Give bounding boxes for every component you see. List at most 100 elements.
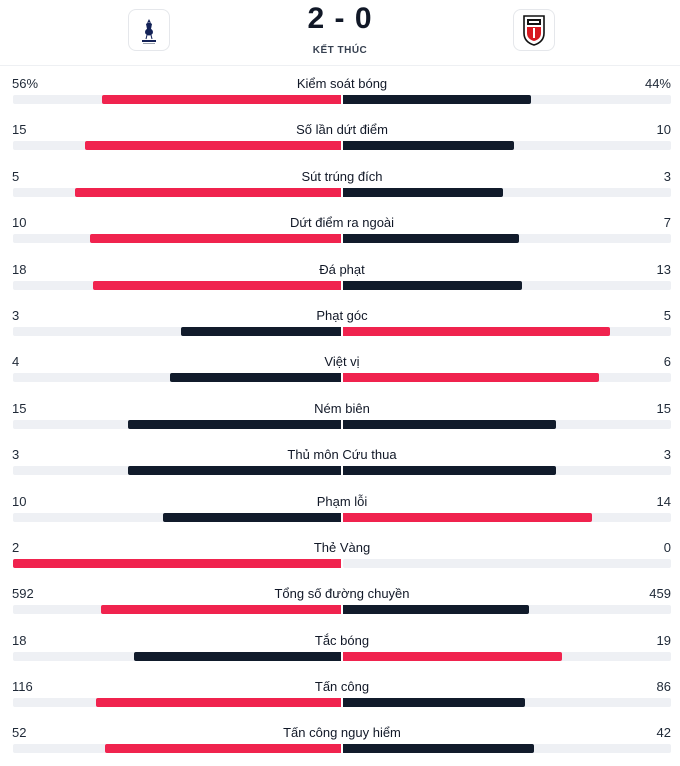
away-stat-track	[343, 419, 671, 429]
away-stat-value: 5	[663, 307, 671, 323]
home-stat-bar	[13, 558, 341, 568]
away-stat-bar	[343, 326, 610, 336]
away-stat-track	[343, 326, 671, 336]
away-stat-track	[343, 95, 671, 104]
stat-label: Đá phạt	[319, 261, 365, 277]
away-stat-track	[343, 373, 671, 383]
away-stat-bar	[343, 512, 592, 522]
away-stat-value: 459	[649, 586, 671, 602]
home-stat-bar	[85, 141, 341, 151]
stat-row-shots: 15 Số lần dứt điểm 10	[0, 116, 680, 162]
home-stat-value: 2	[12, 539, 20, 555]
away-stat-track	[343, 280, 671, 290]
away-stat-value: 13	[656, 261, 671, 277]
away-stat-bar	[343, 698, 525, 708]
away-stat-bar	[343, 141, 514, 151]
home-stat-bar	[90, 234, 341, 244]
away-stat-track	[343, 234, 671, 244]
home-stat-track	[13, 558, 341, 568]
home-stat-value: 5	[12, 168, 20, 184]
away-stat-track	[343, 558, 671, 568]
stat-label: Kiểm soát bóng	[296, 76, 388, 91]
home-stat-value: 3	[12, 447, 20, 463]
home-stat-bar	[181, 326, 341, 336]
header-divider	[0, 65, 680, 66]
home-stat-bar	[127, 419, 341, 429]
away-stat-value: 19	[656, 632, 671, 648]
stat-row-corners: 3 Phạt góc 5	[0, 302, 680, 348]
home-stat-bar	[100, 605, 341, 615]
home-stat-value: 10	[12, 215, 27, 231]
away-team-crest[interactable]	[513, 9, 555, 51]
away-stat-track	[343, 651, 671, 661]
away-stat-value: 10	[656, 122, 671, 138]
home-stat-value: 18	[12, 261, 27, 277]
away-stat-track	[343, 141, 671, 151]
home-stat-bar	[105, 744, 341, 754]
stat-row-total-passes: 592 Tổng số đường chuyền 459	[0, 580, 680, 626]
home-stat-value: 10	[12, 493, 27, 509]
away-stat-bar	[343, 651, 562, 661]
stat-label: Sút trúng đích	[301, 168, 383, 184]
stat-row-attacks: 116 Tấn công 86	[0, 673, 680, 719]
home-stat-track	[13, 651, 341, 661]
stat-row-offsides: 4 Việt vị 6	[0, 348, 680, 394]
away-stat-value: 7	[663, 215, 671, 231]
home-stat-track	[13, 326, 341, 336]
away-stat-bar	[343, 466, 557, 476]
cockerel-crest-icon	[142, 19, 156, 44]
stat-row-fouls: 10 Phạm lỗi 14	[0, 488, 680, 534]
home-stat-bar	[102, 95, 341, 104]
stat-label: Dứt điểm ra ngoài	[289, 215, 395, 231]
away-stat-value: 15	[656, 400, 671, 416]
away-stat-value: 6	[663, 354, 671, 370]
stats-list: 56% Kiểm soát bóng 44% 15 Số lần dứt điể…	[0, 70, 680, 766]
stat-row-possession: 56% Kiểm soát bóng 44%	[0, 70, 680, 116]
home-stat-value: 4	[12, 354, 20, 370]
stat-label: Phạm lỗi	[316, 493, 368, 509]
home-stat-track	[13, 141, 341, 151]
stat-row-shots-off-target: 10 Dứt điểm ra ngoài 7	[0, 209, 680, 255]
home-stat-track	[13, 466, 341, 476]
stat-label: Tắc bóng	[314, 632, 370, 648]
away-stat-bar	[343, 605, 530, 615]
stat-label: Phạt góc	[316, 307, 368, 323]
away-stat-bar	[343, 744, 534, 754]
home-stat-track	[13, 234, 341, 244]
stat-row-tackles: 18 Tắc bóng 19	[0, 627, 680, 673]
home-stat-track	[13, 512, 341, 522]
match-status: KẾT THÚC	[312, 45, 368, 56]
home-team-crest[interactable]	[128, 9, 170, 51]
home-stat-track	[13, 744, 341, 754]
home-stat-value: 52	[12, 725, 27, 741]
stat-label: Ném biên	[314, 400, 370, 416]
home-stat-value: 592	[12, 586, 34, 602]
away-stat-track	[343, 605, 671, 615]
match-score: 2 - 0	[307, 2, 373, 35]
away-stat-track	[343, 187, 671, 197]
fulham-crest-icon	[523, 15, 545, 46]
home-stat-value: 15	[12, 122, 27, 138]
home-stat-bar	[170, 373, 341, 383]
home-stat-bar	[133, 651, 341, 661]
home-stat-bar	[163, 512, 341, 522]
home-stat-bar	[93, 280, 341, 290]
away-stat-value: 3	[663, 168, 671, 184]
away-stat-value: 3	[663, 447, 671, 463]
away-stat-value: 14	[656, 493, 671, 509]
match-header: 2 - 0 KẾT THÚC	[0, 0, 680, 66]
away-stat-bar	[343, 419, 557, 429]
stat-label: Thẻ Vàng	[313, 539, 371, 555]
stat-row-free-kicks: 18 Đá phạt 13	[0, 256, 680, 302]
stat-row-throw-ins: 15 Ném biên 15	[0, 395, 680, 441]
stat-row-dangerous-attacks: 52 Tấn công nguy hiểm 42	[0, 719, 680, 765]
home-stat-track	[13, 698, 341, 708]
home-stat-value: 18	[12, 632, 27, 648]
away-stat-bar	[343, 95, 531, 104]
home-stat-track	[13, 280, 341, 290]
away-stat-value: 0	[663, 539, 671, 555]
away-stat-value: 42	[656, 725, 671, 741]
away-stat-track	[343, 744, 671, 754]
stat-label: Việt vị	[324, 354, 360, 370]
away-stat-bar	[343, 234, 519, 244]
